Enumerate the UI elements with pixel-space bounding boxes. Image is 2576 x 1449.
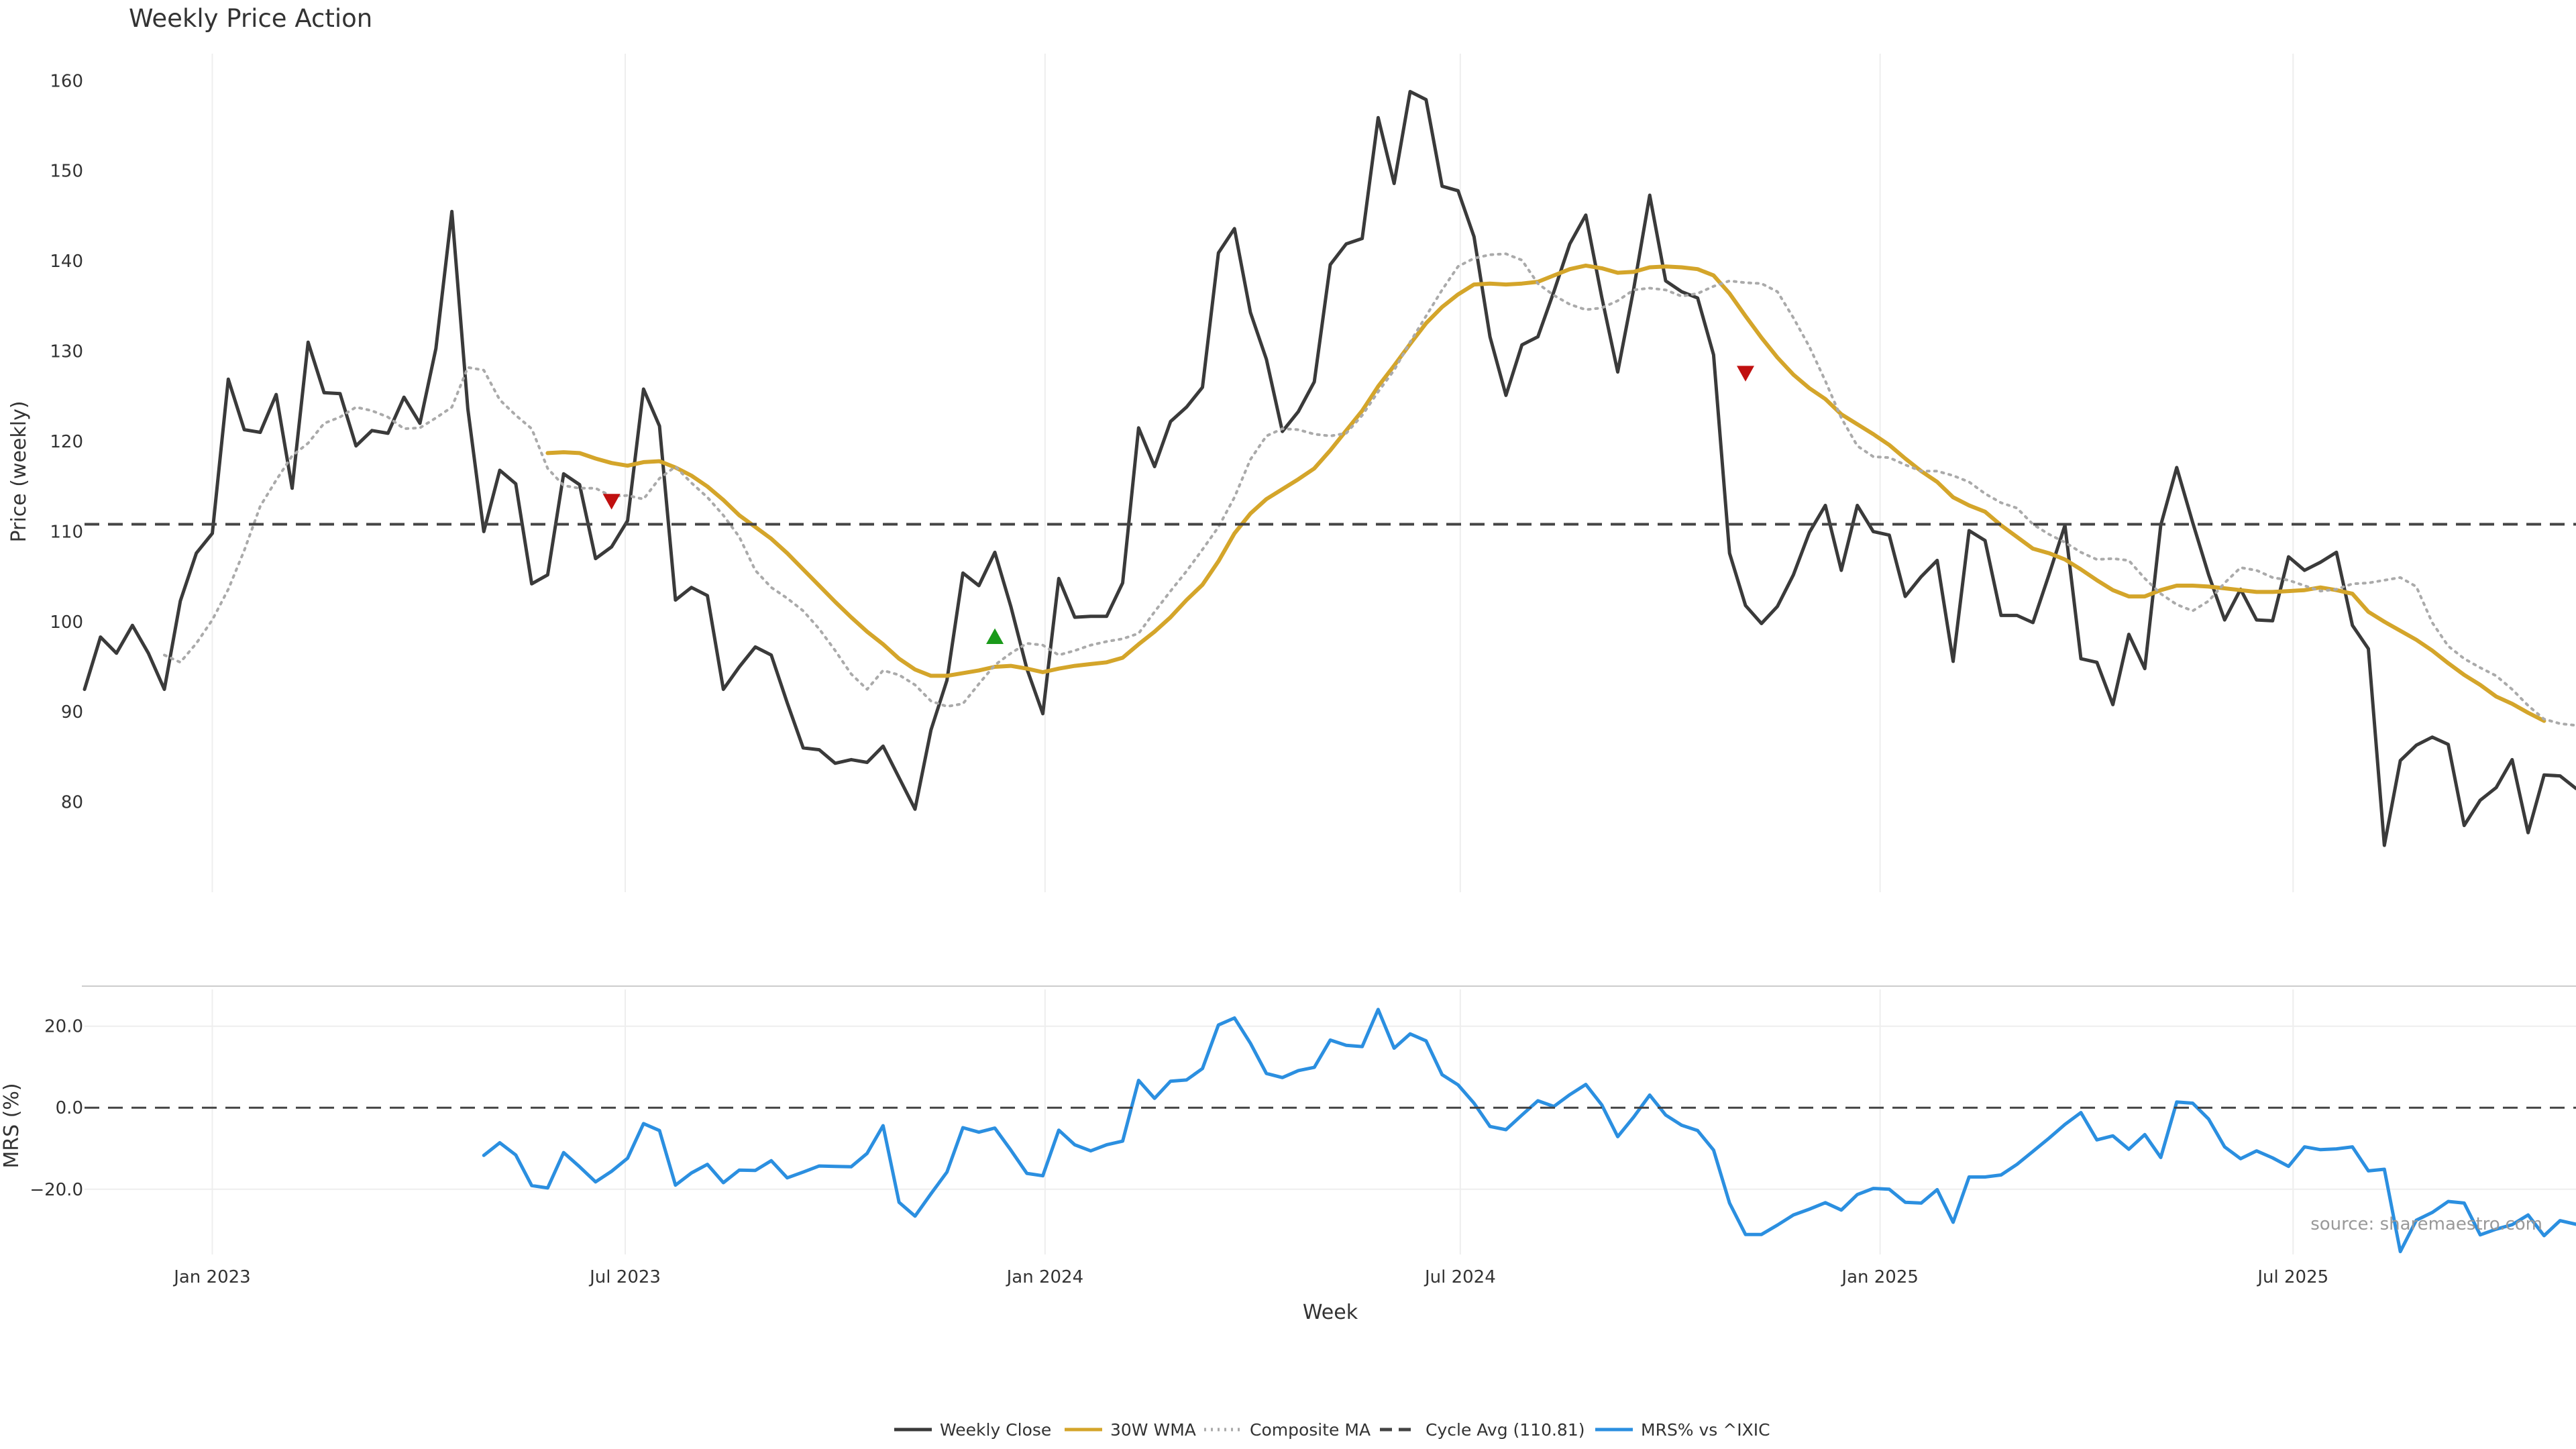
- price-y-axis: 80 90 100 110 120 130 140 150 160: [50, 71, 83, 812]
- weekly-close-line: [83, 90, 2576, 847]
- x-tick-label: Jan 2025: [1840, 1267, 1919, 1287]
- x-tick-label: Jan 2023: [172, 1267, 251, 1287]
- mrs-vs-ixic-line: [482, 1008, 2576, 1254]
- price-panel-grid: [211, 54, 2294, 892]
- mrs-y-tick-label: 0.0: [56, 1098, 83, 1118]
- chart-legend: Weekly Close 30W WMA Composite MA Cycle Avg…: [894, 1420, 1770, 1440]
- price-y-tick-label: 90: [61, 702, 83, 722]
- mrs-y-axis: −20.0 0.0 20.0: [30, 1017, 83, 1200]
- mrs-series-group: [85, 1008, 2576, 1254]
- mrs-y-tick-label: −20.0: [30, 1180, 83, 1200]
- legend-label: Cycle Avg (110.81): [1426, 1420, 1585, 1440]
- legend-label: MRS% vs ^IXIC: [1641, 1420, 1770, 1440]
- price-y-tick-label: 160: [50, 71, 83, 91]
- x-axis-label: Week: [1303, 1301, 1358, 1324]
- x-tick-label: Jan 2024: [1006, 1267, 1084, 1287]
- legend-label: Composite MA: [1250, 1420, 1371, 1440]
- mrs-y-tick-label: 20.0: [44, 1017, 83, 1037]
- price-y-tick-label: 100: [50, 612, 83, 633]
- buy-signal-marker: [986, 628, 1004, 645]
- price-series-group: [83, 90, 2576, 847]
- composite-ma-line: [163, 252, 2576, 727]
- sell-signal-marker: [1737, 366, 1754, 382]
- price-y-tick-label: 120: [50, 432, 83, 452]
- 30w-wma-line: [545, 263, 2546, 723]
- x-axis: Jan 2023 Jul 2023 Jan 2024 Jul 2024 Jan 2025…: [172, 1267, 2328, 1287]
- price-y-tick-label: 80: [61, 793, 83, 813]
- price-y-tick-label: 130: [50, 342, 83, 362]
- price-y-tick-label: 140: [50, 252, 83, 272]
- price-axis-label: Price (weekly): [7, 400, 31, 542]
- sell-signal-marker: [602, 494, 621, 510]
- x-tick-label: Jul 2023: [588, 1267, 661, 1287]
- source-credit: source: sharemaestro.com: [2310, 1214, 2542, 1234]
- legend-label: 30W WMA: [1110, 1420, 1196, 1440]
- signal-markers: [602, 366, 1754, 645]
- legend-label: Weekly Close: [940, 1420, 1051, 1440]
- price-y-tick-label: 110: [50, 522, 83, 542]
- x-tick-label: Jul 2025: [2256, 1267, 2328, 1287]
- mrs-axis-label: MRS (%): [0, 1083, 23, 1168]
- price-y-tick-label: 150: [50, 162, 83, 182]
- x-tick-label: Jul 2024: [1424, 1267, 1496, 1287]
- mrs-panel-grid: [85, 989, 2576, 1254]
- chart-title: Weekly Price Action: [129, 4, 372, 33]
